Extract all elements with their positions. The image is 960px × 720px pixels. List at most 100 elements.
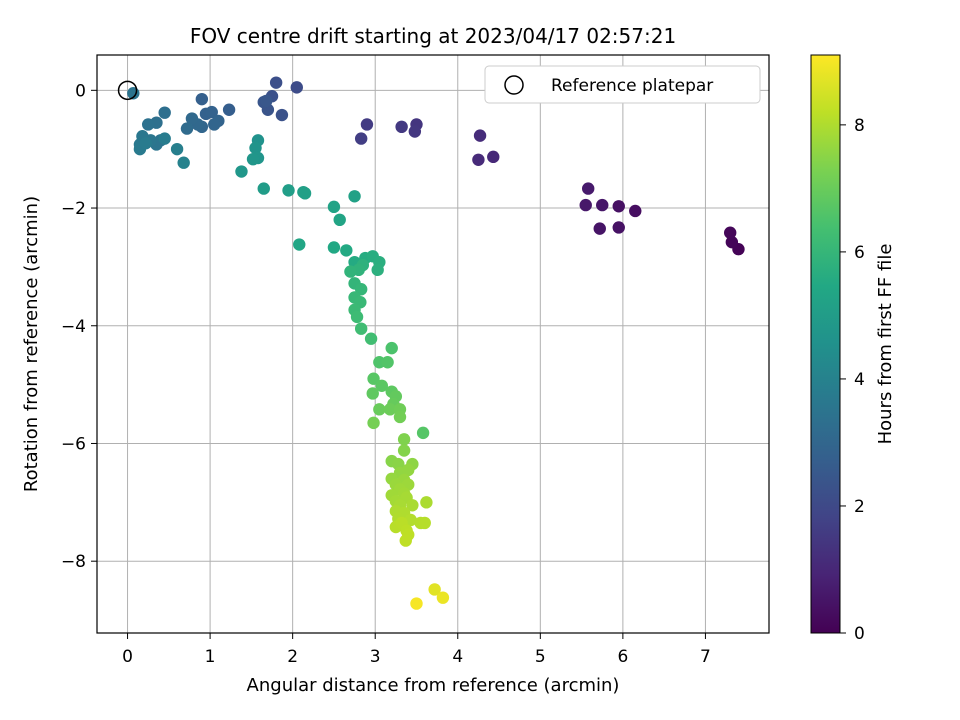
legend: Reference platepar <box>484 65 761 104</box>
data-point <box>340 244 353 257</box>
x-axis-ticks: 0 1 2 3 4 5 6 7 <box>122 633 711 667</box>
data-point <box>205 105 218 119</box>
data-point <box>333 213 346 227</box>
data-point <box>385 341 398 355</box>
data-point <box>473 129 487 142</box>
data-point <box>596 198 609 212</box>
data-point <box>612 200 625 213</box>
data-point <box>364 332 378 345</box>
data-point <box>395 120 408 134</box>
colorbar-tick-label: 4 <box>854 370 865 390</box>
data-point <box>582 182 595 195</box>
data-point <box>298 187 312 200</box>
data-point <box>371 263 384 277</box>
data-point <box>725 235 739 249</box>
colorbar-tick-label: 8 <box>854 116 865 136</box>
data-point <box>360 118 374 131</box>
legend-marker <box>504 75 524 95</box>
data-point <box>249 141 262 155</box>
data-point <box>275 108 289 122</box>
data-point <box>141 118 155 131</box>
data-point <box>222 103 236 116</box>
data-point <box>399 534 412 547</box>
data-point <box>472 153 485 166</box>
colorbar-tick-label: 2 <box>854 497 865 517</box>
colorbar-label: Hours from first FF file <box>875 244 896 445</box>
data-point <box>290 81 303 94</box>
x-tick-label: 6 <box>617 647 628 667</box>
data-point <box>416 426 430 440</box>
data-point <box>381 356 394 369</box>
data-point <box>327 200 341 214</box>
y-tick-label: −6 <box>61 434 86 454</box>
y-tick-label: −8 <box>61 552 86 572</box>
data-point <box>139 137 152 150</box>
x-tick-label: 7 <box>700 647 711 667</box>
data-point <box>436 591 450 604</box>
data-point <box>428 583 441 596</box>
data-point <box>257 182 270 195</box>
x-tick-label: 5 <box>535 647 546 667</box>
data-point <box>397 433 411 446</box>
data-point <box>354 283 368 296</box>
colorbar-tick-label: 6 <box>854 243 865 263</box>
data-point <box>344 265 357 278</box>
x-axis-label: Angular distance from reference (arcmin) <box>247 675 620 696</box>
x-tick-label: 2 <box>287 647 298 667</box>
y-tick-label: 0 <box>75 81 86 101</box>
data-point <box>327 241 341 254</box>
data-point <box>418 516 431 530</box>
data-point <box>397 444 411 457</box>
x-tick-label: 0 <box>122 647 133 667</box>
data-point <box>410 597 423 610</box>
x-tick-label: 1 <box>205 647 216 667</box>
data-point <box>170 142 184 156</box>
data-point <box>367 372 380 385</box>
data-point <box>180 122 194 135</box>
x-tick-label: 3 <box>370 647 381 667</box>
colorbar: 0 2 4 6 8 <box>810 54 865 644</box>
colorbar-gradient <box>810 54 841 634</box>
data-point <box>158 132 171 145</box>
data-point <box>158 106 171 119</box>
data-point <box>393 410 407 424</box>
data-point <box>612 221 625 234</box>
chart-title: FOV centre drift starting at 2023/04/17 … <box>190 24 676 48</box>
data-point <box>282 184 295 197</box>
data-point <box>487 150 500 164</box>
data-point <box>246 152 260 166</box>
y-tick-label: −2 <box>61 199 86 219</box>
data-point <box>406 499 419 512</box>
legend-box <box>484 65 761 104</box>
colorbar-tick-label: 0 <box>854 624 865 644</box>
data-point <box>579 198 592 212</box>
data-point <box>723 226 737 239</box>
y-axis-label: Rotation from reference (arcmin) <box>21 196 42 492</box>
data-point <box>354 132 368 145</box>
data-point <box>408 125 422 138</box>
data-point <box>350 310 364 324</box>
data-point <box>366 387 379 400</box>
data-point <box>177 156 190 169</box>
x-tick-label: 4 <box>452 647 463 667</box>
y-tick-label: −4 <box>61 317 86 337</box>
data-point <box>373 403 386 416</box>
data-point <box>420 496 433 509</box>
reference-platepar-marker <box>117 80 138 101</box>
axes-frame <box>96 54 770 634</box>
data-point <box>383 403 397 416</box>
data-point <box>235 165 248 178</box>
data-point <box>269 76 283 89</box>
data-point <box>354 322 368 335</box>
data-point <box>629 204 642 218</box>
data-point <box>293 238 306 251</box>
data-point <box>593 222 606 235</box>
data-point <box>195 92 209 106</box>
data-point <box>208 118 221 131</box>
y-axis-ticks: 0 −2 −4 −6 −8 <box>61 81 97 572</box>
data-point <box>185 112 199 125</box>
colorbar-ticks: 0 2 4 6 8 <box>840 116 865 644</box>
data-point <box>375 379 389 392</box>
data-point <box>367 416 380 430</box>
